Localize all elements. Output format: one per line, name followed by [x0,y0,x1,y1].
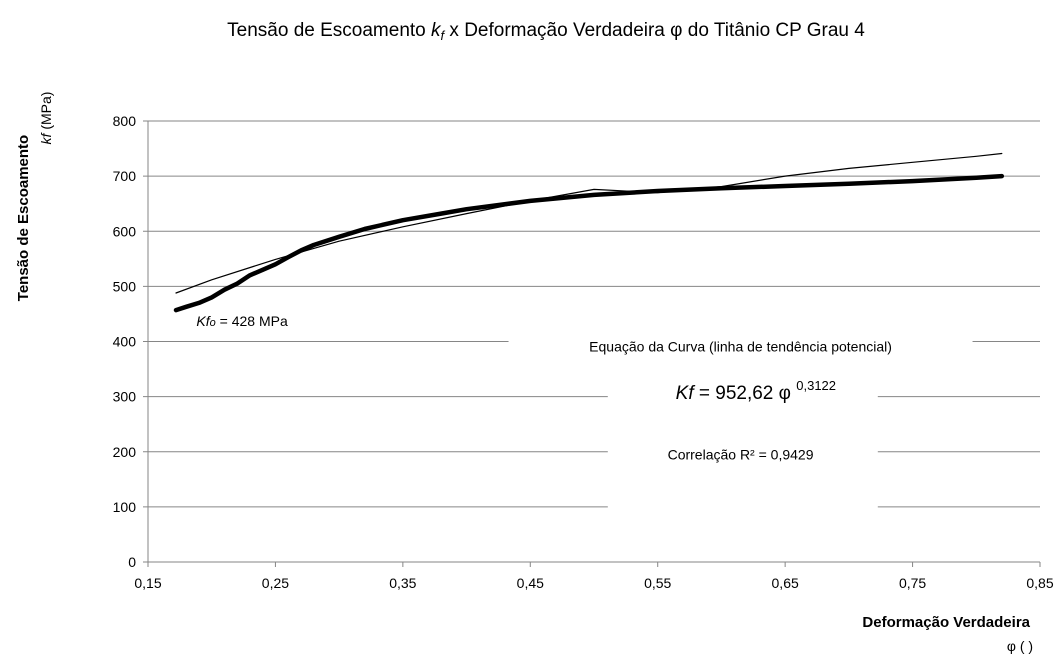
y-tick-label: 0 [128,554,136,570]
y-tick-label: 200 [113,444,137,460]
y-tick-label: 600 [113,223,137,239]
equation-title-box [508,331,973,362]
equation-formula: Kf = 952,62 φ 0,3122 [676,378,836,404]
y-tick-label: 400 [113,334,137,350]
x-tick-label: 0,55 [644,575,671,591]
kf0-annotation: Kfo = 428 MPa [196,313,288,329]
y-tick-labels: 0 100 200 300 400 500 600 700 800 [113,113,137,570]
x-tick-labels: 0,15 0,25 0,35 0,45 0,55 0,65 0,75 0,85 [134,575,1053,591]
y-tick-label: 800 [113,113,137,129]
series-layer [173,152,1005,313]
trendline-curve [175,152,1003,294]
x-axis-title: Deformação Verdadeira [862,614,1030,631]
y-tick-label: 500 [113,278,137,294]
x-tick-label: 0,25 [262,575,289,591]
x-tick-label: 0,45 [517,575,544,591]
y-tick-label: 100 [113,499,137,515]
x-axis-unit: φ ( ) [1007,638,1033,654]
x-tick-label: 0,15 [134,575,161,591]
axes [143,120,1041,567]
equation-title: Equação da Curva (linha de tendência pot… [589,338,892,354]
y-axis-title: Tensão de Escoamento [15,135,32,301]
y-tick-label: 300 [113,389,137,405]
y-axis-title-group: Tensão de Escoamento kf (MPa) [15,92,54,302]
x-tick-label: 0,75 [899,575,926,591]
chart-title: Tensão de Escoamento kf x Deformação Ver… [227,20,865,45]
y-axis-unit: kf (MPa) [38,92,54,145]
x-tick-label: 0,35 [389,575,416,591]
equation-box [607,349,878,520]
y-tick-label: 700 [113,168,137,184]
x-tick-label: 0,85 [1026,575,1053,591]
correlation-label: Correlação R² = 0,9429 [668,446,814,462]
measured-curve [173,173,1005,313]
grid-layer [148,120,1040,508]
x-tick-label: 0,65 [772,575,799,591]
annotations: Kfo = 428 MPa Equação da Curva (linha de … [196,313,973,520]
